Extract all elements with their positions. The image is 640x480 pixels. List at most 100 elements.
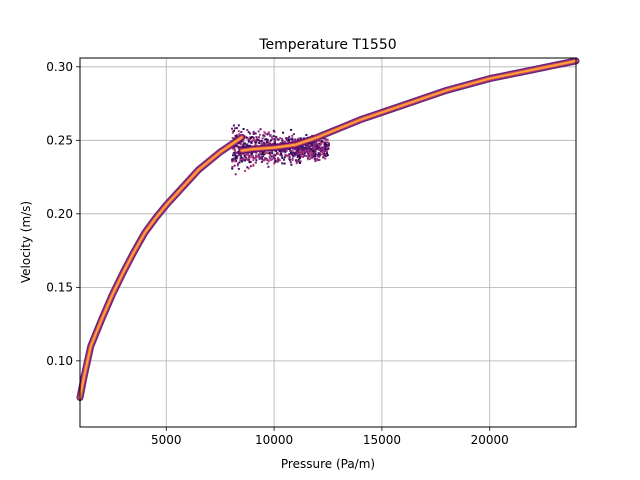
scatter-point [319, 139, 322, 142]
scatter-point [281, 137, 284, 140]
scatter-point [249, 165, 252, 168]
scatter-point [280, 141, 283, 144]
scatter-point [295, 160, 298, 163]
scatter-point [254, 132, 257, 135]
scatter-point [273, 142, 276, 145]
scatter-point [326, 154, 329, 157]
scatter-point [265, 138, 268, 141]
scatter-point [298, 149, 301, 152]
scatter-point [324, 145, 327, 148]
scatter-point [295, 162, 298, 165]
scatter-point [252, 159, 255, 162]
scatter-point [252, 132, 255, 135]
scatter-point [283, 140, 286, 143]
scatter-point [291, 134, 294, 137]
scatter-point [265, 152, 268, 155]
scatter-point [318, 142, 321, 145]
scatter-point [243, 155, 246, 158]
scatter-point [245, 143, 248, 146]
scatter-point [252, 163, 255, 166]
scatter-point [266, 141, 269, 144]
scatter-point [258, 142, 261, 145]
scatter-point [314, 143, 317, 146]
scatter-point [284, 151, 287, 154]
scatter-point [258, 136, 261, 139]
scatter-point [301, 152, 304, 155]
scatter-point [261, 157, 264, 160]
scatter-point [238, 133, 241, 136]
scatter-point [318, 146, 321, 149]
scatter-point [302, 155, 305, 158]
scatter-point [263, 153, 266, 156]
scatter-point [247, 152, 250, 155]
scatter-point [245, 144, 248, 147]
scatter-point [244, 156, 247, 159]
scatter-point [262, 151, 265, 154]
scatter-point [254, 139, 257, 142]
scatter-point [266, 162, 269, 165]
scatter-point [283, 156, 286, 159]
scatter-point [320, 150, 323, 153]
y-axis-ticks: 0.10 0.15 0.20 0.25 0.30 [46, 60, 80, 368]
scatter-point [310, 156, 313, 159]
scatter-point [252, 138, 255, 141]
scatter-point [285, 137, 288, 140]
scatter-point [316, 158, 319, 161]
y-tick-label: 0.30 [46, 60, 73, 74]
scatter-point [232, 129, 235, 132]
scatter-point [263, 135, 266, 138]
scatter-point [298, 152, 301, 155]
scatter-point [324, 155, 327, 158]
scatter-point [273, 138, 276, 141]
scatter-point [234, 160, 237, 163]
scatter-point [289, 161, 292, 164]
scatter-point [276, 159, 279, 162]
scatter-point [239, 146, 242, 149]
scatter-point [273, 154, 276, 157]
scatter-point [257, 138, 260, 141]
scatter-point [319, 153, 322, 156]
scatter-point [327, 144, 330, 147]
scatter-point [273, 140, 276, 143]
scatter-point [324, 138, 327, 141]
scatter-point [236, 144, 239, 147]
scatter-point [314, 153, 317, 156]
scatter-point [256, 155, 259, 158]
scatter-point [294, 152, 297, 155]
scatter-point [288, 158, 291, 161]
scatter-point [265, 140, 268, 143]
scatter-point [314, 148, 317, 151]
scatter-point [233, 151, 236, 154]
scatter-point [257, 130, 260, 133]
density-ridge-core [79, 136, 243, 399]
scatter-point [254, 141, 257, 144]
scatter-point [270, 158, 273, 161]
scatter-point [310, 150, 313, 153]
scatter-point [294, 148, 297, 151]
scatter-point [272, 129, 275, 132]
scatter-point [290, 149, 293, 152]
scatter-point [311, 145, 314, 148]
scatter-point [236, 146, 239, 149]
scatter-point [276, 138, 279, 141]
scatter-point [252, 156, 255, 159]
scatter-point [279, 150, 282, 153]
y-tick-label: 0.25 [46, 133, 73, 147]
scatter-point [231, 165, 234, 168]
scatter-point [298, 137, 301, 140]
scatter-point [290, 151, 293, 154]
scatter-point [291, 158, 294, 161]
scatter-point [245, 153, 248, 156]
scatter-point [285, 149, 288, 152]
scatter-point [306, 150, 309, 153]
scatter-point [295, 151, 298, 154]
scatter-point [240, 156, 243, 159]
scatter-point [294, 154, 297, 157]
scatter-point [299, 145, 302, 148]
scatter-point [232, 154, 235, 157]
scatter-point [287, 138, 290, 141]
scatter-point [267, 152, 270, 155]
scatter-point [302, 146, 305, 149]
